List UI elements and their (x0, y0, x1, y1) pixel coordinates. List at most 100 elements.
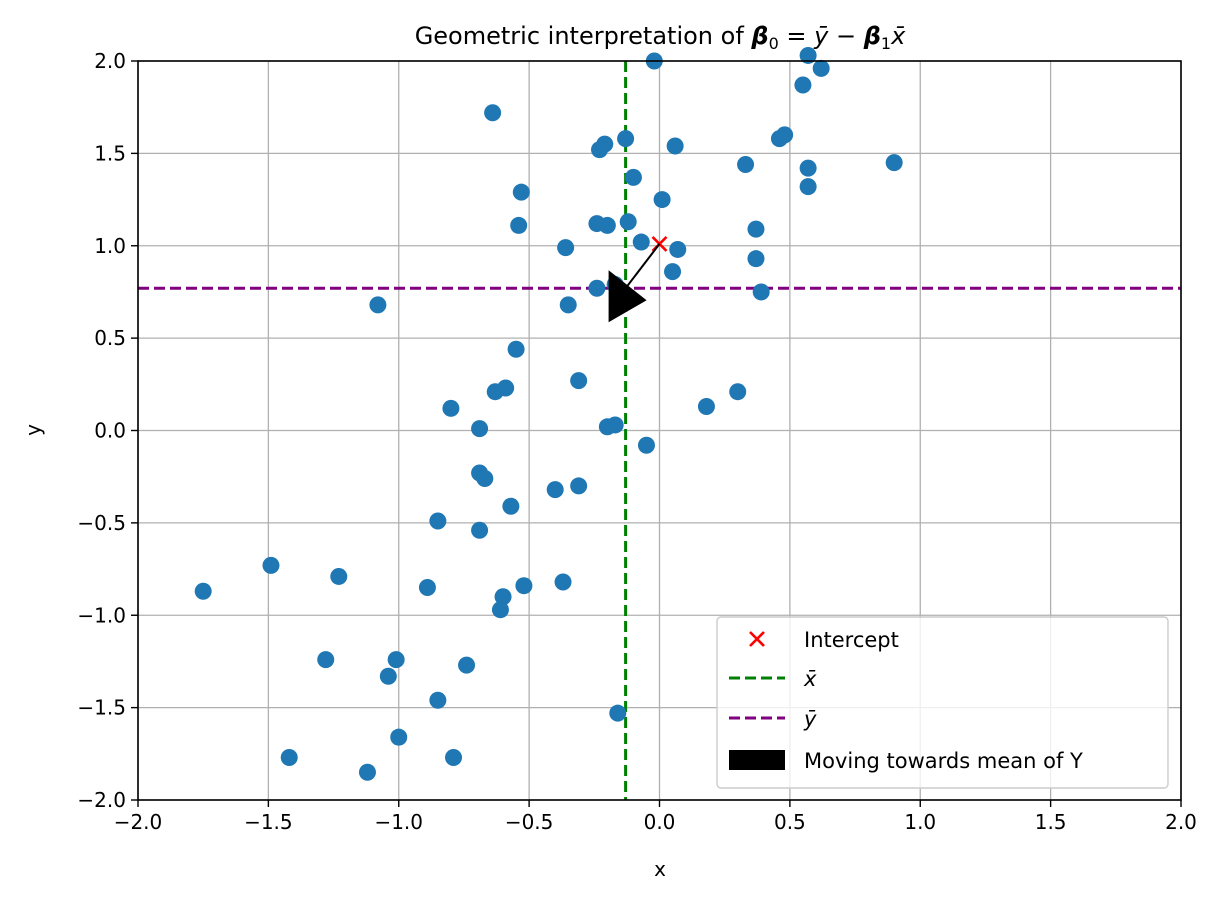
intercept-and-arrow (608, 235, 668, 323)
data-point (507, 340, 525, 358)
title-beta0: β (750, 22, 768, 50)
y-axis-label: y (21, 424, 45, 436)
data-point (666, 137, 684, 155)
legend-box (716, 616, 1169, 789)
data-point (747, 220, 765, 238)
data-point (484, 104, 502, 122)
data-point (554, 573, 572, 591)
title-minus: − (828, 22, 863, 50)
data-point (570, 372, 588, 390)
data-point (280, 749, 298, 767)
data-point (458, 656, 476, 674)
x-tick-label: −2.0 (114, 810, 163, 834)
data-point (619, 213, 637, 231)
title-equals: = (779, 22, 814, 50)
x-tick-label: −1.5 (244, 810, 293, 834)
data-point (512, 183, 530, 201)
x-axis-label: x (654, 857, 666, 881)
data-point (429, 691, 447, 709)
data-point (515, 577, 533, 595)
arrow-shaft (624, 243, 661, 289)
data-point (557, 239, 575, 257)
title-ybar: ȳ (813, 22, 829, 50)
title-beta0-sub: 0 (769, 34, 779, 53)
data-point (194, 582, 212, 600)
data-point (591, 141, 609, 159)
data-point (653, 191, 671, 209)
data-point (697, 397, 715, 415)
title-prefix: Geometric interpretation of (415, 22, 752, 50)
mean-lines (138, 61, 1181, 800)
y-tick-label: 1.0 (94, 234, 126, 258)
data-point (747, 250, 765, 268)
data-point (632, 233, 650, 251)
data-point (442, 399, 460, 417)
y-tick-label: −1.0 (77, 603, 126, 627)
data-point (510, 216, 528, 234)
legend-label-xbar: x̄ (803, 667, 817, 691)
x-tick-label: 1.5 (1035, 810, 1067, 834)
data-point (418, 579, 436, 597)
y-tick-label: −2.0 (77, 788, 126, 812)
x-tick-label: −1.0 (374, 810, 423, 834)
data-point (476, 470, 494, 488)
x-tick-label: −0.5 (505, 810, 554, 834)
data-point (598, 216, 616, 234)
data-point (617, 130, 635, 148)
data-point (794, 76, 812, 94)
legend-arrow-patch (729, 750, 785, 770)
data-point (387, 651, 405, 669)
legend: Intercept x̄ ȳ Moving towards mean of Y (716, 616, 1169, 789)
data-point (429, 512, 447, 530)
data-point (502, 497, 520, 515)
data-point (358, 763, 376, 781)
data-point (737, 155, 755, 173)
x-tick-label: 1.0 (904, 810, 936, 834)
y-tick-label: 2.0 (94, 49, 126, 73)
data-point (812, 59, 830, 77)
data-point (885, 154, 903, 172)
data-point (570, 477, 588, 495)
arrow-head (608, 270, 647, 323)
data-point (494, 588, 512, 606)
data-point (799, 46, 817, 64)
data-point (379, 667, 397, 685)
axis-ticks: −2.0 −1.5 −1.0 −0.5 0.0 0.5 1.0 1.5 2.0 −2.0 −1.5 −… (77, 49, 1196, 834)
data-point (770, 130, 788, 148)
legend-label-ybar: ȳ (803, 707, 817, 731)
data-point (752, 283, 770, 301)
x-tick-label: 2.0 (1165, 810, 1197, 834)
data-points (194, 46, 903, 781)
data-point (799, 159, 817, 177)
data-point (559, 296, 577, 314)
y-tick-label: 1.5 (94, 141, 126, 165)
y-tick-label: −1.5 (77, 696, 126, 720)
title-beta1: β (863, 22, 881, 50)
data-point (486, 383, 504, 401)
y-tick-label: −0.5 (77, 511, 126, 535)
y-tick-label: 0.0 (94, 419, 126, 443)
data-point (546, 481, 564, 499)
data-point (729, 383, 747, 401)
data-point (598, 418, 616, 436)
data-point (637, 436, 655, 454)
data-point (799, 178, 817, 196)
title-beta1-sub: 1 (881, 34, 891, 53)
x-tick-label: 0.0 (644, 810, 676, 834)
legend-intercept-marker (749, 631, 765, 647)
data-point (262, 556, 280, 574)
y-tick-label: 0.5 (94, 326, 126, 350)
data-point (471, 521, 489, 539)
data-point (664, 263, 682, 281)
data-point (390, 728, 408, 746)
data-point (669, 240, 687, 258)
data-point (588, 279, 606, 297)
data-point (369, 296, 387, 314)
data-point (445, 749, 463, 767)
data-point (471, 420, 489, 438)
data-point (491, 601, 509, 619)
x-tick-label: 0.5 (774, 810, 806, 834)
legend-marks (729, 631, 785, 770)
chart-title: Geometric interpretation of β0 = ȳ − β1x… (415, 22, 906, 53)
